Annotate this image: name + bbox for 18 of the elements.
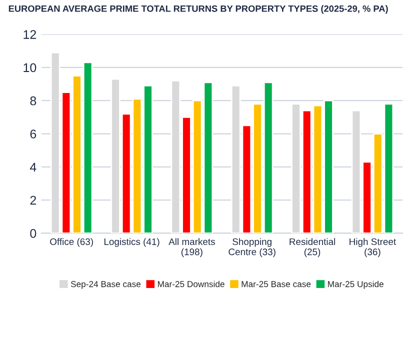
x-tick-label: All markets (198) bbox=[168, 238, 215, 258]
y-tick-label: 10 bbox=[24, 63, 36, 72]
legend-label: Sep-24 Base case bbox=[70, 281, 141, 289]
legend-label: Mar-25 Base case bbox=[242, 281, 311, 288]
y-tick-label: 12 bbox=[24, 30, 36, 39]
chart-title: EUROPEAN AVERAGE PRIME TOTAL RETURNS BY PROPERTY TYPES (2025-29, % PA) bbox=[8, 5, 388, 14]
x-tick-label: Residential (25) bbox=[290, 238, 336, 258]
y-tick-label: 6 bbox=[30, 130, 36, 138]
x-tick-label: Office (63) bbox=[50, 238, 93, 247]
y-tick-label: 0 bbox=[30, 229, 36, 238]
legend-label: Mar-25 Downside bbox=[158, 280, 224, 288]
legend-label: Mar-25 Upside bbox=[328, 280, 384, 289]
y-tick-label: 8 bbox=[30, 96, 36, 106]
y-tick-label: 4 bbox=[30, 162, 36, 172]
x-tick-label: Shopping Centre (33) bbox=[228, 238, 276, 258]
y-tick-label: 2 bbox=[30, 196, 36, 205]
x-tick-label: High Street (36) bbox=[350, 238, 396, 258]
x-tick-label: Logistics (41) bbox=[104, 238, 160, 247]
